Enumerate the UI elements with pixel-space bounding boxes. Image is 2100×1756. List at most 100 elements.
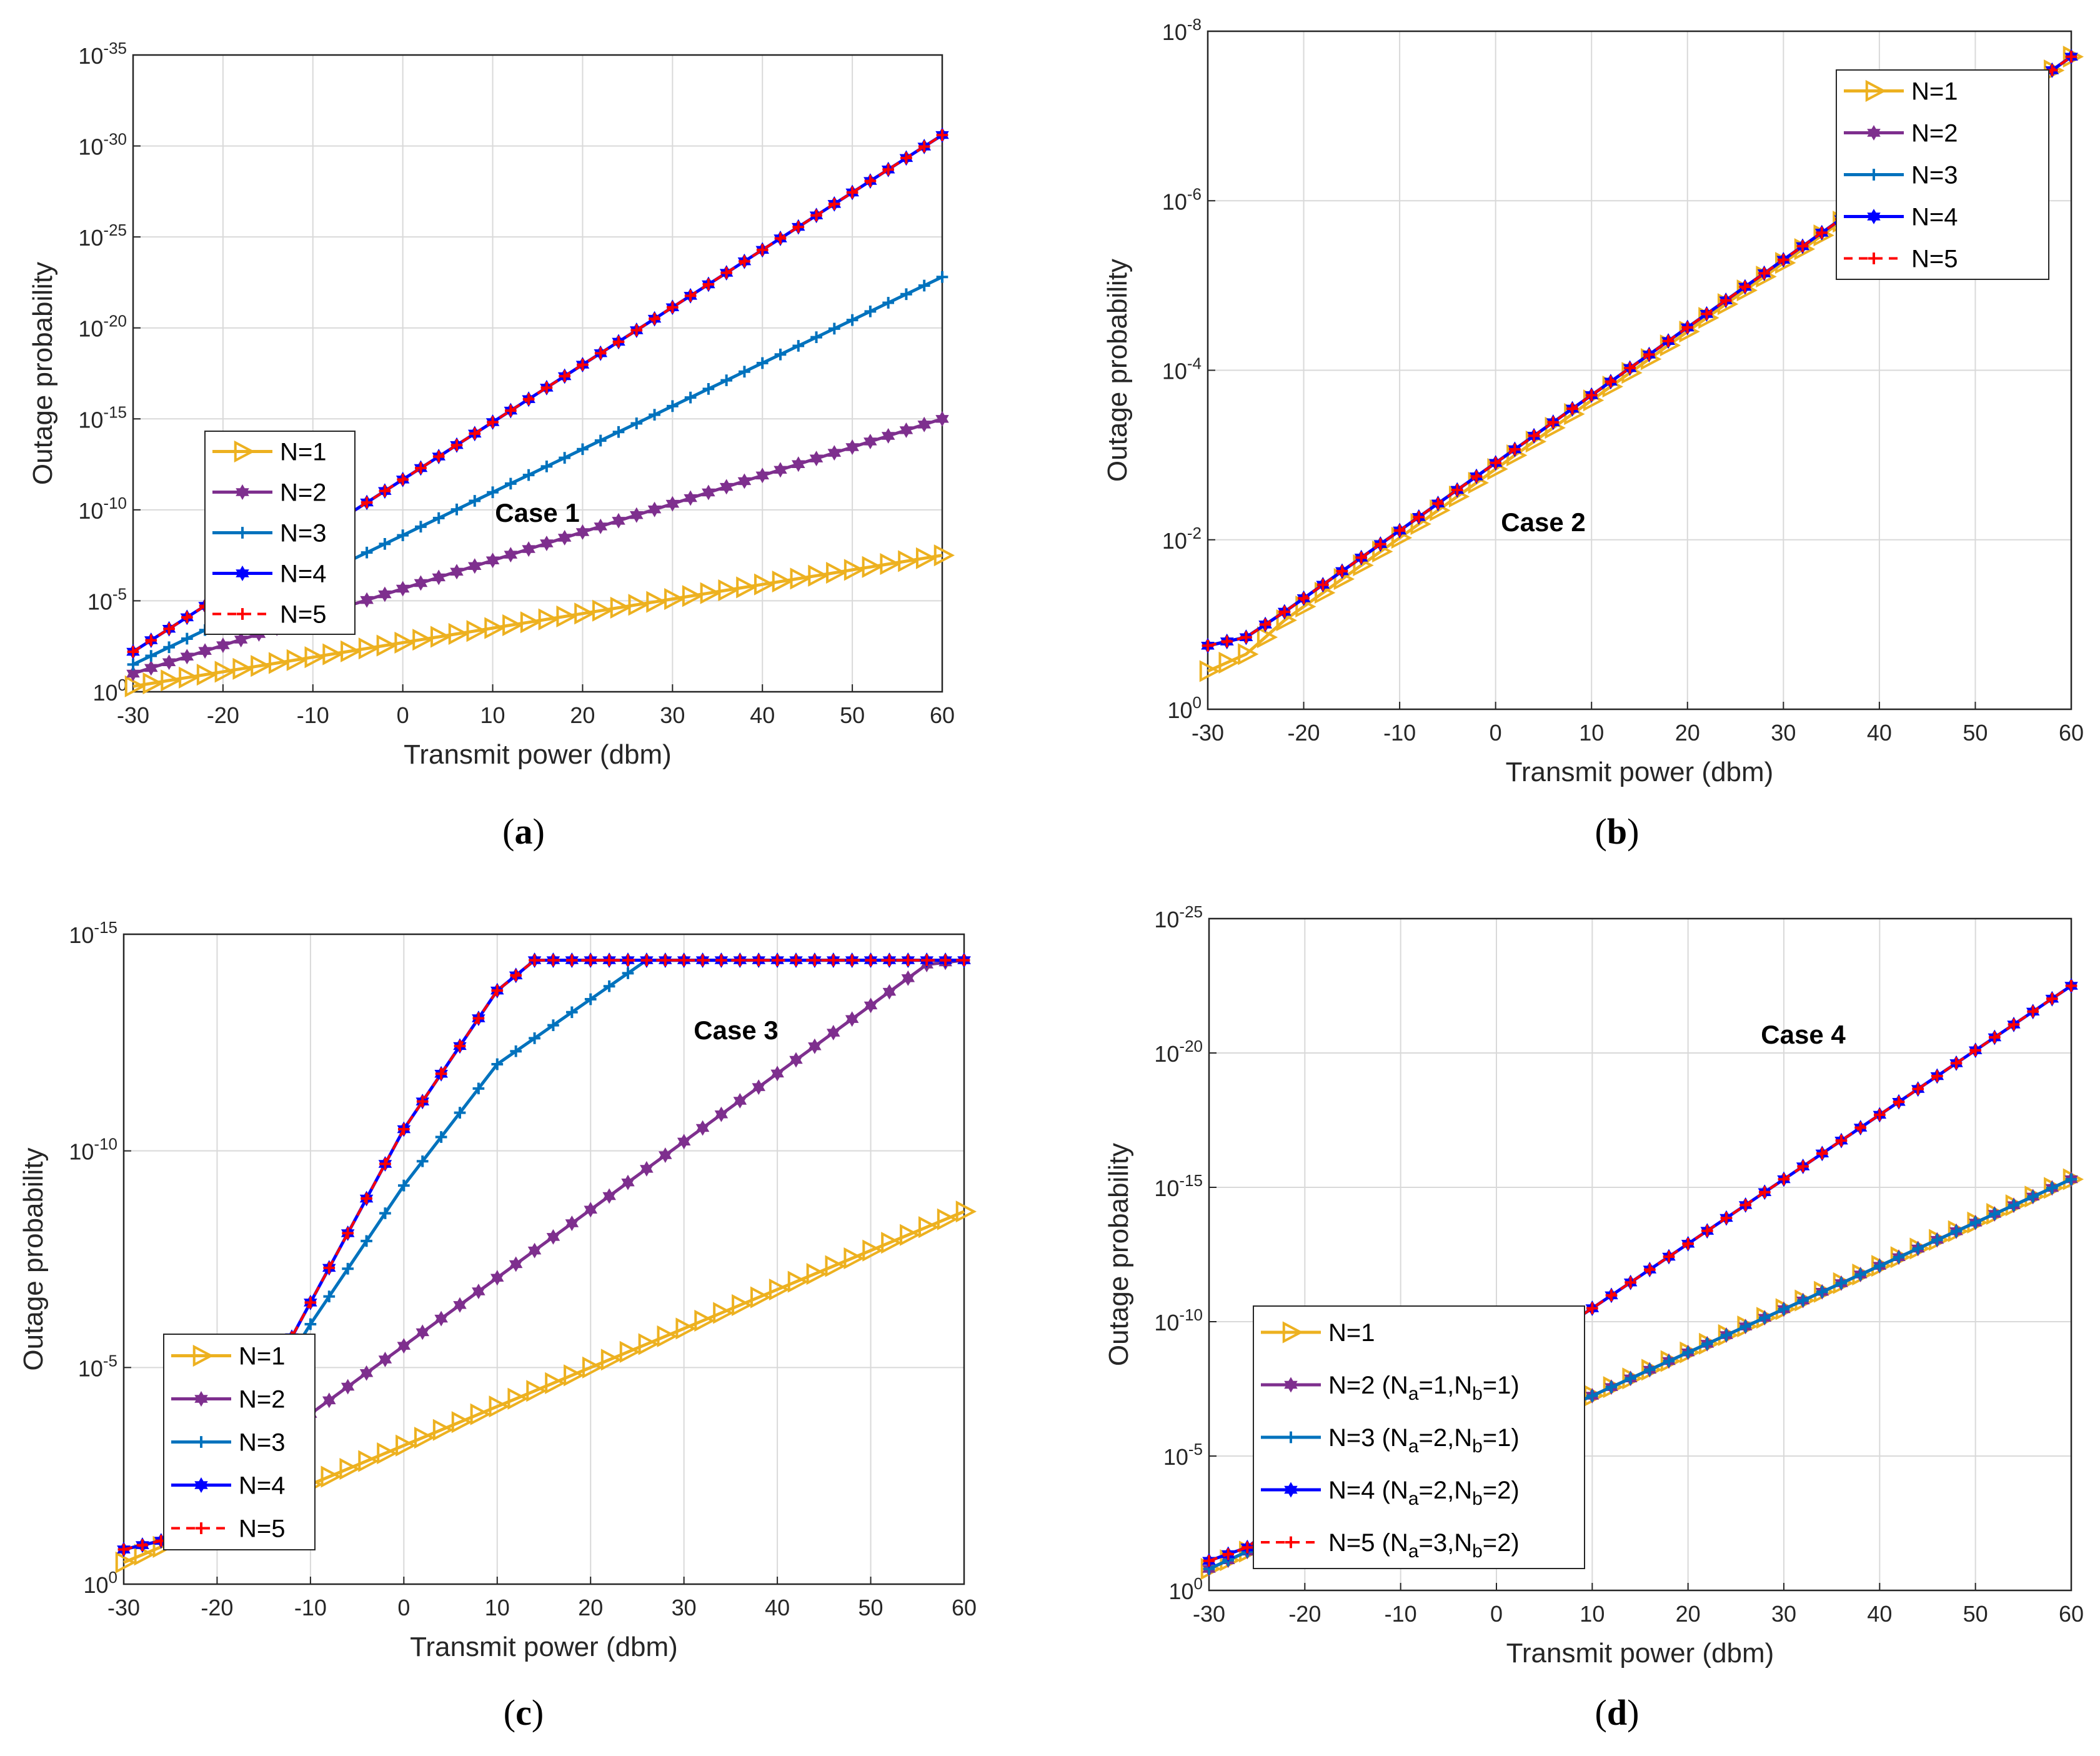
data-point	[864, 305, 877, 317]
data-point	[638, 1333, 659, 1355]
data-point	[1950, 1225, 1963, 1237]
data-point	[557, 529, 572, 546]
data-point	[124, 675, 146, 697]
data-point	[454, 1040, 466, 1052]
legend-entry: N=2	[280, 479, 327, 507]
y-tick-label: 10-10	[69, 1135, 117, 1165]
data-point	[862, 556, 883, 578]
panel-d: -30 -20 -10 0 10 20 30 40 50 60 100 10-5 10-10 10-15 1…	[1050, 878, 2100, 1756]
panel-a: -30 -20 -10 0 10 20 30 40 50 60 100 10-5 10-10 10-15 1…	[0, 0, 1050, 875]
data-point	[737, 473, 752, 489]
data-point	[547, 1019, 559, 1031]
data-point	[1816, 227, 1828, 239]
data-point	[432, 1419, 454, 1441]
data-point	[752, 1079, 766, 1095]
legend-entry: N=3	[239, 1429, 286, 1457]
data-point	[2008, 1019, 2020, 1030]
data-point	[432, 451, 445, 462]
x-tick-label: 0	[397, 1595, 410, 1620]
x-tick-label: 10	[1580, 1601, 1605, 1627]
data-point	[936, 129, 948, 141]
data-point	[1278, 606, 1291, 618]
data-point	[1605, 1381, 1618, 1393]
data-point	[361, 1192, 372, 1205]
y-tick-label: 10-35	[78, 39, 127, 69]
data-point	[1259, 619, 1271, 631]
data-point	[657, 1325, 678, 1347]
data-point	[565, 1006, 578, 1019]
data-point	[828, 322, 840, 335]
data-point	[845, 439, 859, 456]
data-point	[1490, 457, 1502, 469]
data-point	[1681, 321, 1694, 334]
data-point	[702, 382, 715, 395]
data-point	[810, 209, 822, 222]
legend-entry: N=4 (Na=2,Nb=2)	[1328, 1477, 1520, 1509]
series-line	[132, 134, 943, 653]
legend-swatch-marker	[1282, 1321, 1304, 1344]
data-point	[341, 640, 362, 662]
data-point	[126, 666, 140, 682]
data-point	[2046, 992, 2058, 1005]
x-tick-label: 30	[1771, 1601, 1796, 1627]
data-point	[546, 1229, 560, 1245]
x-tick-label: 20	[1676, 1601, 1701, 1627]
x-tick-label: -30	[1192, 720, 1224, 746]
data-point	[720, 267, 733, 279]
data-point	[491, 984, 504, 997]
data-point	[933, 544, 955, 567]
data-point	[846, 186, 858, 199]
data-point	[958, 954, 970, 966]
data-point	[619, 1340, 641, 1363]
data-point	[1701, 1338, 1713, 1350]
legend-entry: N=3	[1911, 162, 1958, 189]
data-point	[509, 1256, 523, 1272]
data-point	[1777, 254, 1789, 266]
data-point	[790, 567, 811, 590]
x-tick-label: 30	[672, 1595, 697, 1620]
data-point	[450, 503, 463, 516]
data-point	[774, 232, 787, 244]
data-point	[1893, 1095, 1905, 1108]
x-tick-label: 10	[1579, 720, 1604, 746]
data-point	[659, 954, 672, 966]
data-point	[414, 575, 428, 591]
data-point	[376, 634, 397, 657]
data-point	[268, 652, 290, 674]
data-point	[469, 427, 481, 440]
data-point	[574, 602, 595, 625]
data-point	[469, 495, 481, 507]
chart-c: -30 -20 -10 0 10 20 30 40 50 60 100 10-5 10-10 10-15 T…	[18, 918, 977, 1662]
data-point	[898, 550, 919, 572]
data-point	[1912, 1242, 1924, 1255]
data-point	[715, 954, 727, 966]
data-point	[1218, 651, 1240, 674]
data-point	[577, 443, 589, 456]
data-point	[1663, 1355, 1675, 1367]
y-tick-label: 10-6	[1162, 184, 1202, 214]
data-point	[397, 1123, 410, 1135]
data-point	[955, 1200, 977, 1223]
legend-entry: N=4	[239, 1472, 286, 1500]
data-point	[863, 434, 877, 450]
data-point	[901, 970, 915, 986]
data-point	[529, 954, 540, 966]
x-tick-label: -30	[117, 702, 149, 728]
data-point	[450, 564, 464, 580]
data-point	[522, 393, 535, 406]
data-point	[472, 1284, 485, 1300]
x-tick-label: 40	[1867, 1601, 1892, 1627]
data-point	[1509, 443, 1521, 456]
data-point	[394, 631, 416, 654]
y-tick-labels: 100 10-5 10-10 10-15 10-20 10-25 10-30 10-35	[78, 39, 141, 706]
x-tick-label: -10	[297, 702, 329, 728]
y-tick-labels: 100 10-5 10-10 10-15 10-20 10-25	[1154, 902, 1217, 1604]
x-tick-label: -20	[201, 1595, 233, 1620]
data-point	[809, 451, 824, 467]
legend-swatch-marker	[194, 1390, 208, 1407]
x-tick-label: 10	[485, 1595, 510, 1620]
legend-swatch-marker	[234, 440, 256, 463]
data-point	[846, 314, 858, 326]
x-tick-label: -10	[1385, 1601, 1417, 1627]
data-point	[600, 1349, 622, 1371]
